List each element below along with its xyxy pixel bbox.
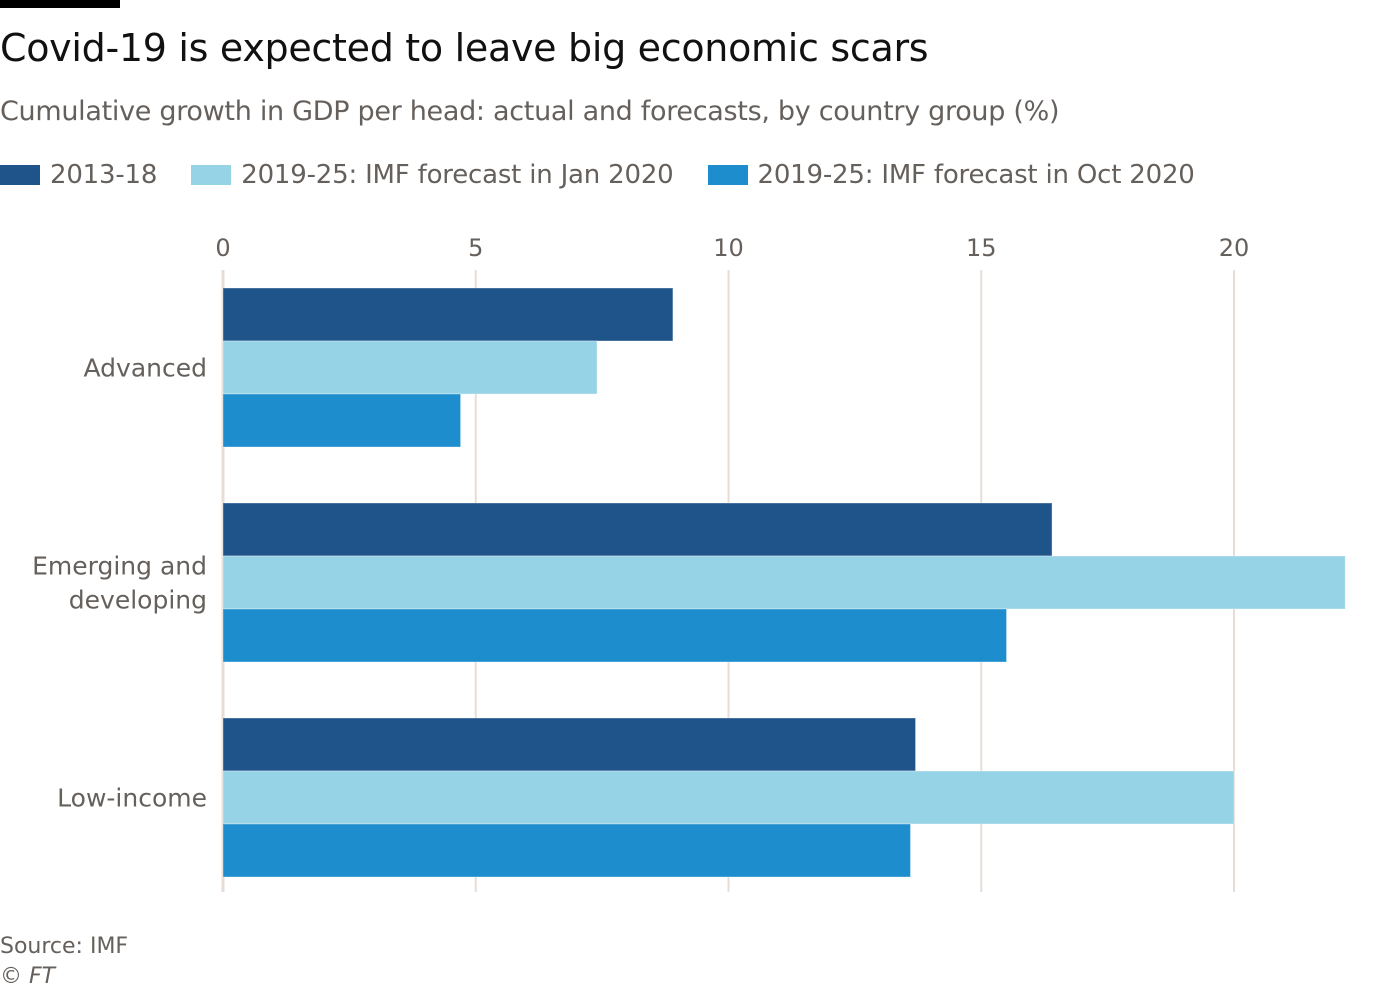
chart-title: Covid-19 is expected to leave big econom… [0,26,929,70]
header-accent-bar [0,0,120,8]
legend-item-jan-2020-forecast: 2019-25: IMF forecast in Jan 2020 [191,160,674,190]
x-tick-label: 5 [468,234,483,262]
legend-label: 2013-18 [50,160,158,190]
bar [222,608,1008,663]
copyright-brand: FT [29,964,56,989]
legend-label: 2019-25: IMF forecast in Oct 2020 [757,160,1195,190]
legend-item-2013-18: 2013-18 [0,160,157,190]
legend-swatch [0,165,40,185]
legend: 2013-18 2019-25: IMF forecast in Jan 202… [0,160,1229,190]
legend-swatch [191,165,232,185]
bar [222,717,917,772]
bar [222,770,1235,825]
x-tick-label: 10 [713,234,744,262]
bars [222,287,1346,878]
chart-subtitle: Cumulative growth in GDP per head: actua… [0,96,1060,127]
category-label: Advanced [84,354,208,383]
category-labels: Advanced Emerging and developing Low-income [32,354,207,813]
legend-item-oct-2020-forecast: 2019-25: IMF forecast in Oct 2020 [707,160,1195,190]
bar [222,502,1053,557]
bar [222,823,911,878]
bar [222,555,1346,610]
copyright-symbol: © [0,964,22,989]
category-label: Emerging and developing [32,552,207,615]
x-axis-ticks: 0 5 10 15 20 [215,234,1249,262]
copyright-note: © FT [0,964,55,989]
x-tick-label: 15 [966,234,997,262]
bar [222,393,462,448]
category-label: Low-income [57,784,207,813]
legend-swatch [707,165,748,185]
bar [222,340,598,395]
source-note: Source: IMF [0,934,129,959]
legend-label: 2019-25: IMF forecast in Jan 2020 [241,160,674,190]
bar-chart: 0 5 10 15 20 Advanced Emerging and developing L… [32,234,1346,892]
x-tick-label: 20 [1219,234,1250,262]
bar [222,287,674,342]
x-tick-label: 0 [215,234,230,262]
